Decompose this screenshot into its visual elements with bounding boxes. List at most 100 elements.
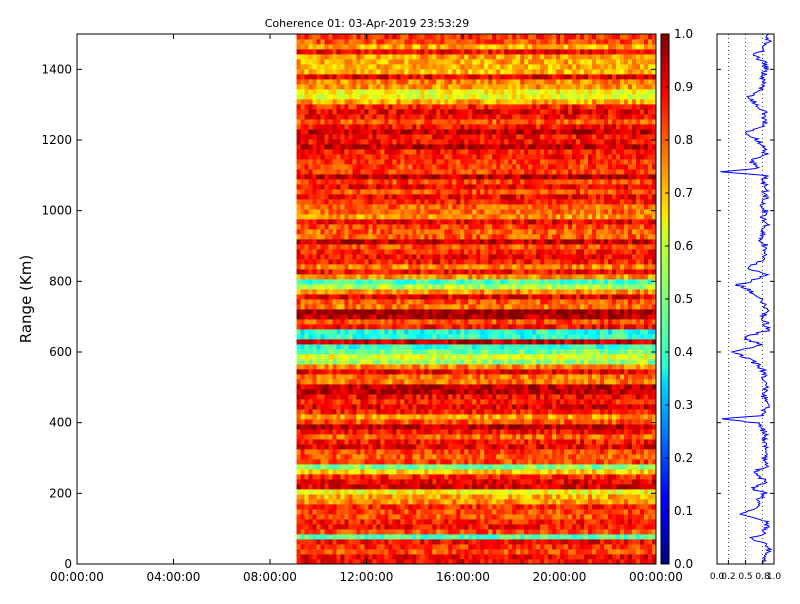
heatmap-cell xyxy=(588,394,593,400)
heatmap-cell xyxy=(632,464,637,470)
heatmap-cell xyxy=(500,349,505,355)
heatmap-cell xyxy=(352,509,357,515)
heatmap-cell xyxy=(296,389,301,395)
heatmap-cell xyxy=(480,504,485,510)
heatmap-cell xyxy=(332,284,337,290)
heatmap-cell xyxy=(308,334,313,340)
heatmap-cell xyxy=(340,299,345,305)
heatmap-cell xyxy=(548,544,553,550)
heatmap-cell xyxy=(616,334,621,340)
heatmap-cell xyxy=(516,474,521,480)
heatmap-cell xyxy=(392,424,397,430)
heatmap-cell xyxy=(304,319,309,325)
heatmap-cell xyxy=(444,409,449,415)
heatmap-cell xyxy=(476,459,481,465)
heatmap-cell xyxy=(360,414,365,420)
heatmap-cell xyxy=(456,434,461,440)
heatmap-cell xyxy=(320,399,325,405)
heatmap-cell xyxy=(540,324,545,330)
heatmap-cell xyxy=(448,284,453,290)
heatmap-cell xyxy=(300,469,305,475)
heatmap-cell xyxy=(300,369,305,375)
heatmap-cell xyxy=(476,484,481,490)
heatmap-cell xyxy=(420,394,425,400)
heatmap-cell xyxy=(508,539,513,545)
heatmap-cell xyxy=(596,359,601,365)
heatmap-cell xyxy=(612,444,617,450)
heatmap-cell xyxy=(620,439,625,445)
heatmap-cell xyxy=(600,449,605,455)
heatmap-cell xyxy=(504,419,509,425)
heatmap-cell xyxy=(516,394,521,400)
heatmap-cell xyxy=(308,349,313,355)
heatmap-cell xyxy=(464,464,469,470)
heatmap-cell xyxy=(320,549,325,555)
heatmap-cell xyxy=(572,484,577,490)
heatmap-cell xyxy=(384,434,389,440)
heatmap-cell xyxy=(404,299,409,305)
heatmap-cell xyxy=(644,364,649,370)
heatmap-cell xyxy=(392,399,397,405)
heatmap-cell xyxy=(304,544,309,550)
heatmap-cell xyxy=(652,334,657,340)
heatmap-cell xyxy=(372,479,377,485)
heatmap-cell xyxy=(564,354,569,360)
heatmap-cell xyxy=(356,554,361,560)
heatmap-cell xyxy=(532,524,537,530)
heatmap-cell xyxy=(392,449,397,455)
heatmap-cell xyxy=(548,294,553,300)
heatmap-cell xyxy=(296,304,301,310)
heatmap-cell xyxy=(432,414,437,420)
heatmap-cell xyxy=(636,479,641,485)
heatmap-cell xyxy=(368,309,373,315)
heatmap-cell xyxy=(404,359,409,365)
heatmap-cell xyxy=(316,529,321,535)
heatmap-cell xyxy=(572,354,577,360)
heatmap-cell xyxy=(440,369,445,375)
heatmap-cell xyxy=(596,399,601,405)
heatmap-cell xyxy=(504,529,509,535)
heatmap-cell xyxy=(308,444,313,450)
heatmap-cell xyxy=(452,339,457,345)
heatmap-cell xyxy=(452,509,457,515)
heatmap-cell xyxy=(392,309,397,315)
heatmap-cell xyxy=(580,424,585,430)
heatmap-cell xyxy=(500,469,505,475)
heatmap-cell xyxy=(456,474,461,480)
heatmap-cell xyxy=(600,419,605,425)
heatmap-cell xyxy=(380,419,385,425)
heatmap-cell xyxy=(380,374,385,380)
heatmap-cell xyxy=(464,489,469,495)
heatmap-cell xyxy=(316,349,321,355)
heatmap-cell xyxy=(492,419,497,425)
heatmap-cell xyxy=(388,559,393,565)
heatmap-cell xyxy=(452,494,457,500)
heatmap-cell xyxy=(472,559,477,565)
heatmap-cell xyxy=(540,539,545,545)
heatmap-cell xyxy=(532,429,537,435)
heatmap-cell xyxy=(420,284,425,290)
heatmap-cell xyxy=(600,309,605,315)
heatmap-cell xyxy=(636,304,641,310)
heatmap-cell xyxy=(588,339,593,345)
heatmap-cell xyxy=(408,519,413,525)
heatmap-cell xyxy=(432,489,437,495)
heatmap-cell xyxy=(472,459,477,465)
heatmap-cell xyxy=(564,329,569,335)
heatmap-cell xyxy=(324,394,329,400)
heatmap-cell xyxy=(504,334,509,340)
heatmap-cell xyxy=(596,339,601,345)
heatmap-cell xyxy=(636,314,641,320)
heatmap-cell xyxy=(480,309,485,315)
heatmap-cell xyxy=(604,469,609,475)
heatmap-cell xyxy=(464,419,469,425)
heatmap-cell xyxy=(476,349,481,355)
heatmap-cell xyxy=(524,329,529,335)
heatmap-cell xyxy=(460,544,465,550)
heatmap-cell xyxy=(396,484,401,490)
heatmap-cell xyxy=(348,359,353,365)
heatmap-cell xyxy=(388,479,393,485)
heatmap-cell xyxy=(448,299,453,305)
heatmap-cell xyxy=(376,399,381,405)
heatmap-cell xyxy=(488,454,493,460)
